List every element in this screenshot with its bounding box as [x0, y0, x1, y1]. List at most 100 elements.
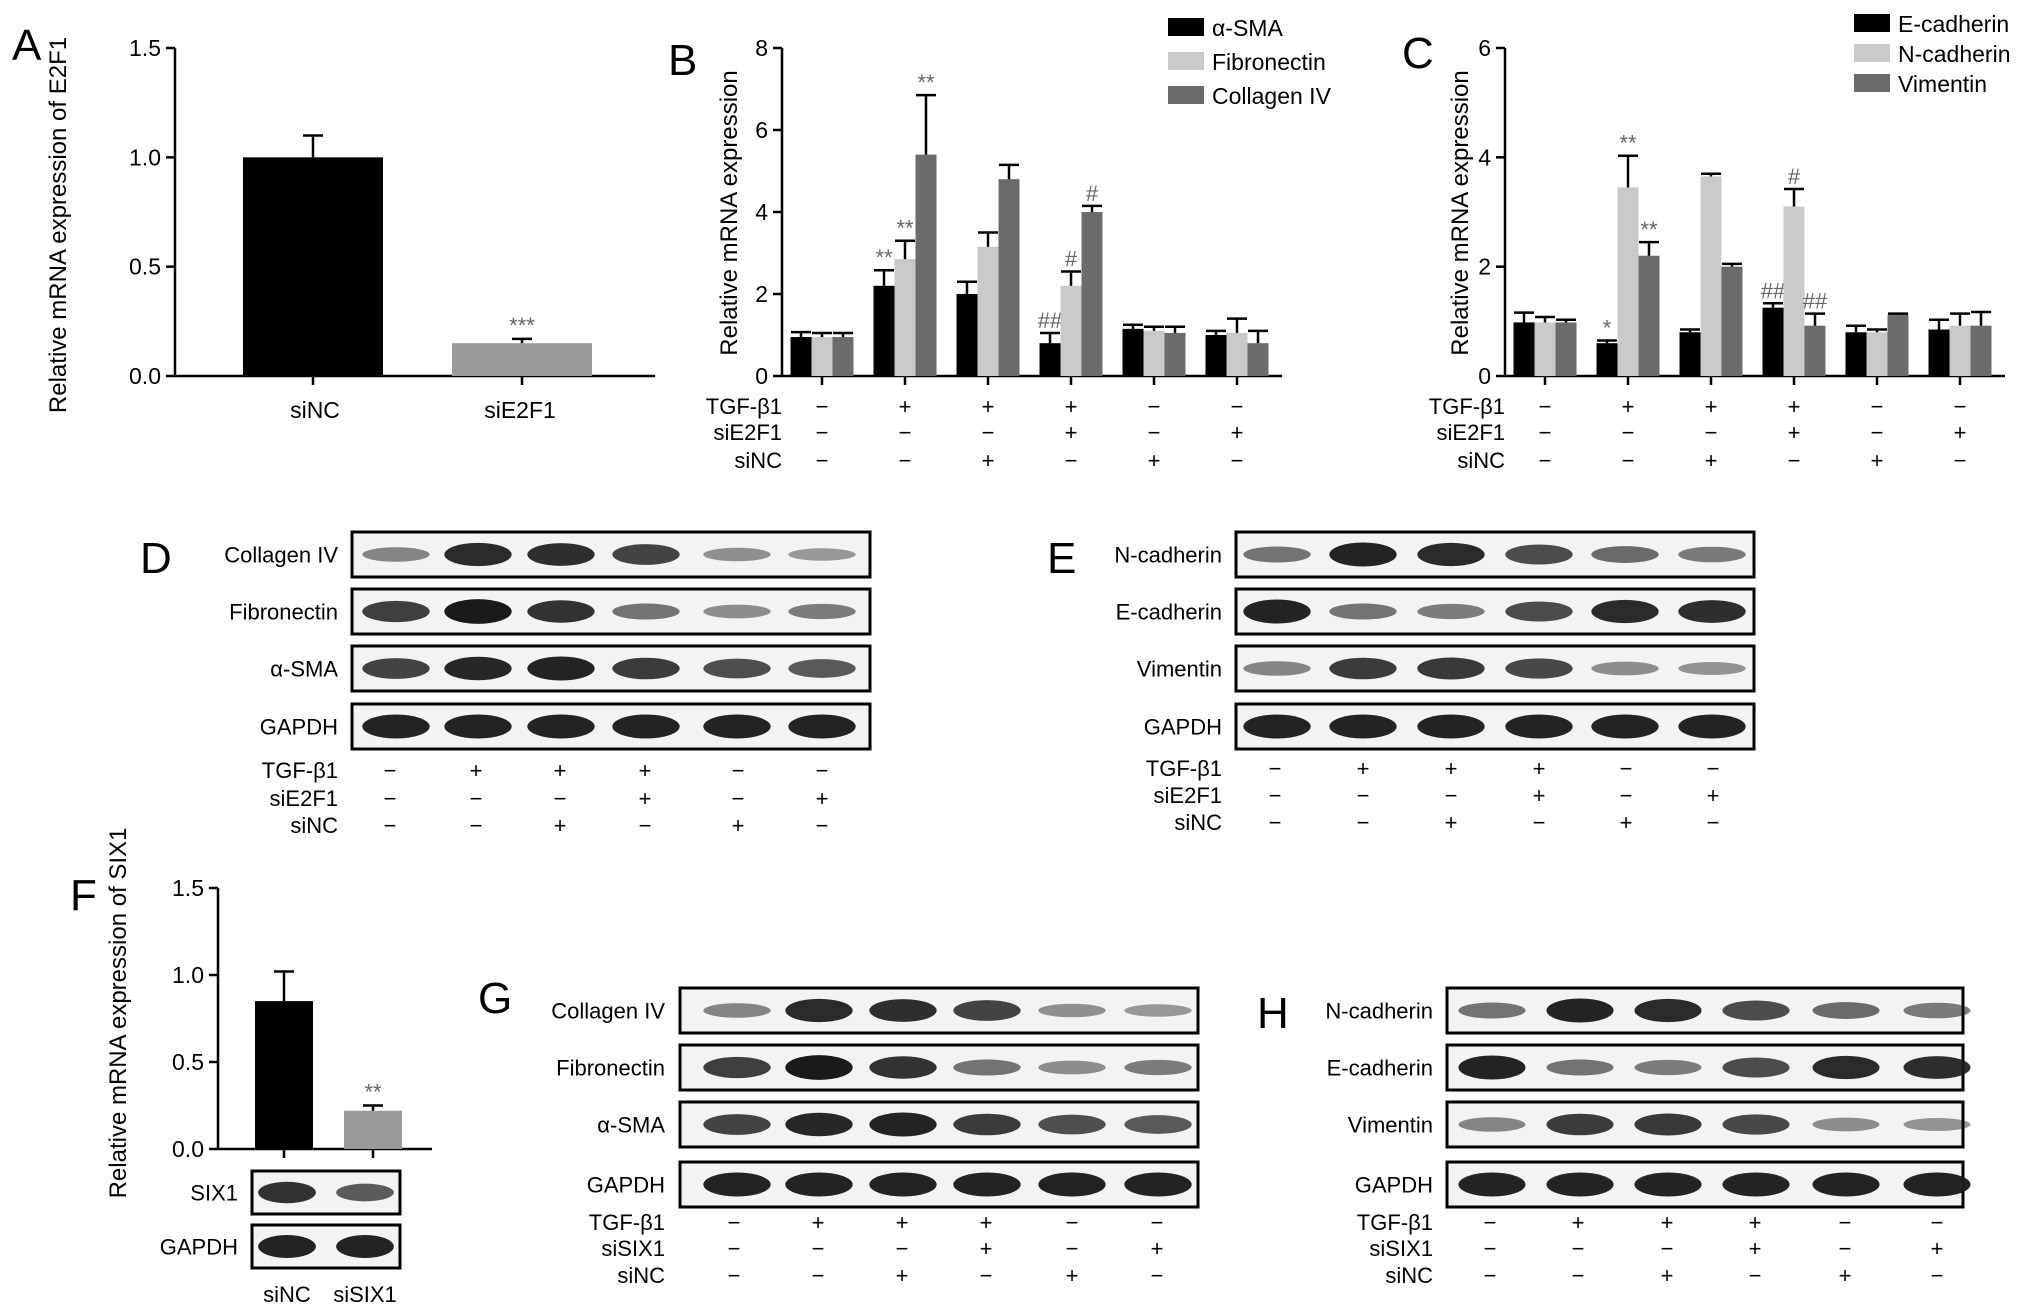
panel-f-group-sisix1: siSIX1 — [333, 1282, 397, 1307]
panel-d-band — [703, 714, 771, 739]
panel-h-cond-sign: + — [1572, 1210, 1585, 1235]
panel-e-band — [1417, 714, 1485, 739]
panel-letter-g: G — [478, 974, 512, 1023]
panel-h-band — [1458, 1002, 1526, 1019]
panel-b-cond-sign: + — [1065, 394, 1078, 419]
panel-h-cond-sign: + — [1661, 1210, 1674, 1235]
panel-h-cond-sign: + — [1661, 1263, 1674, 1288]
legend-label-ecadherin: E-cadherin — [1898, 11, 2009, 37]
panel-d-cond-sign: − — [384, 786, 397, 811]
panel-c-cond-sign: + — [1788, 420, 1801, 445]
panel-h-band — [1722, 1000, 1790, 1021]
panel-h-band — [1458, 1055, 1526, 1080]
panel-b: B Relative mRNA expression 02468******##… — [668, 15, 1332, 473]
panel-g-cond-sign: − — [1151, 1263, 1164, 1288]
panel-b-cond-sign: + — [1231, 420, 1244, 445]
panel-h-band — [1903, 1056, 1971, 1079]
panel-e-blot-label: N-cadherin — [1114, 543, 1222, 568]
panel-b-cond-sign: − — [816, 420, 829, 445]
panel-d-blot-strip — [350, 702, 872, 751]
panel-letter-h: H — [1257, 989, 1289, 1038]
panel-c-cond-label: siNC — [1457, 448, 1505, 473]
panel-h-cond-label: TGF-β1 — [1357, 1210, 1433, 1235]
panel-e-cond-sign: − — [1269, 756, 1282, 781]
panel-b-bar-1 — [1039, 343, 1061, 376]
panel-b-cond-sign: − — [1148, 394, 1161, 419]
panel-h-cond-sign: − — [1931, 1263, 1944, 1288]
legend-swatch-collagen — [1168, 86, 1204, 104]
panel-d-band — [444, 656, 512, 681]
panel-c-cond-label: TGF-β1 — [1429, 394, 1505, 419]
panel-b-ytick-label: 6 — [755, 117, 768, 143]
panel-d-band — [362, 714, 430, 739]
panel-d-band — [788, 548, 856, 561]
panel-b-cond-label: siNC — [734, 448, 782, 473]
panel-c-cond-sign: − — [1539, 420, 1552, 445]
panel-h-band — [1458, 1172, 1526, 1197]
panel-e-cond-sign: − — [1533, 810, 1546, 835]
panel-c-bar-2 — [1700, 176, 1722, 376]
panel-a-ytick-label: 0.0 — [129, 363, 161, 389]
panel-h-band — [1812, 1117, 1880, 1132]
panel-c-cond-sign: + — [1705, 394, 1718, 419]
panel-e-band — [1243, 546, 1311, 563]
panel-g-band — [869, 999, 937, 1022]
panel-d-cond-sign: + — [554, 813, 567, 838]
panel-e-band — [1329, 714, 1397, 739]
panel-b-cond-sign: − — [899, 420, 912, 445]
panel-b-bar-2 — [1060, 285, 1082, 376]
panel-h-cond-sign: + — [1839, 1263, 1852, 1288]
panel-h-band — [1903, 1002, 1971, 1019]
panel-e-cond-sign: − — [1620, 783, 1633, 808]
panel-c-bar-3 — [1721, 266, 1743, 376]
panel-d-cond-sign: + — [816, 786, 829, 811]
panel-e-cond-sign: − — [1445, 783, 1458, 808]
panel-f-bar — [344, 1110, 402, 1149]
panel-g-cond-sign: + — [812, 1210, 825, 1235]
panel-d: D Collagen IV Fibronectin α-SMA GAPDH TGF-β… — [140, 530, 872, 838]
panel-c-bar-2 — [1783, 206, 1805, 376]
panel-a-ytick-label: 0.5 — [129, 254, 161, 280]
panel-e-blots: N-cadherin E-cadherin Vimentin GAPDH — [1114, 530, 1756, 751]
panel-g-band — [953, 1000, 1021, 1021]
panel-h-cond-sign: − — [1931, 1210, 1944, 1235]
panel-e-band — [1505, 544, 1573, 565]
panel-d-cond-sign: + — [639, 786, 652, 811]
panel-h-blot-label: E-cadherin — [1327, 1056, 1433, 1081]
panel-e-band — [1329, 657, 1397, 680]
panel-c-significance: ** — [1619, 131, 1637, 156]
panel-b-bar-2 — [1143, 330, 1165, 376]
panel-e-cond-sign: − — [1357, 783, 1370, 808]
panel-b-significance: ** — [896, 216, 914, 241]
panel-g-cond-label: TGF-β1 — [589, 1210, 665, 1235]
panel-e-cond-sign: + — [1357, 756, 1370, 781]
panel-c-cond-sign: − — [1539, 448, 1552, 473]
panel-d-blot-strip — [350, 587, 872, 636]
panel-d-band — [788, 659, 856, 678]
panel-c-bar-3 — [1804, 325, 1826, 376]
panel-c-bar-1 — [1845, 332, 1867, 376]
legend-label-vimentin: Vimentin — [1898, 71, 1987, 97]
panel-h-cond-sign: − — [1749, 1263, 1762, 1288]
panel-b-ylabel: Relative mRNA expression — [716, 70, 743, 355]
panel-g-cond-sign: + — [1066, 1263, 1079, 1288]
panel-g-band — [785, 1172, 853, 1197]
panel-g-blots: Collagen IV Fibronectin α-SMA GAPDH — [551, 986, 1200, 1209]
panel-a-xlabel-sie2f1: siE2F1 — [484, 397, 556, 423]
panel-b-ytick-label: 4 — [755, 199, 768, 225]
panel-d-cond-sign: − — [470, 813, 483, 838]
panel-h-blots: N-cadherin E-cadherin Vimentin GAPDH — [1325, 986, 1971, 1209]
panel-d-band — [612, 657, 680, 680]
panel-d-cond-sign: + — [554, 758, 567, 783]
panel-b-cond-sign: − — [982, 420, 995, 445]
panel-e-band — [1417, 603, 1485, 620]
panel-b-cond-label: siE2F1 — [714, 420, 782, 445]
panel-c-significance: * — [1603, 315, 1612, 340]
panel-g-band — [785, 1112, 853, 1137]
panel-g-band — [703, 1172, 771, 1197]
panel-h-band — [1546, 998, 1614, 1023]
panel-letter-e: E — [1047, 534, 1076, 583]
panel-g-band — [953, 1172, 1021, 1197]
panel-h-cond-label: siSIX1 — [1369, 1236, 1433, 1261]
panel-d-band — [444, 714, 512, 739]
